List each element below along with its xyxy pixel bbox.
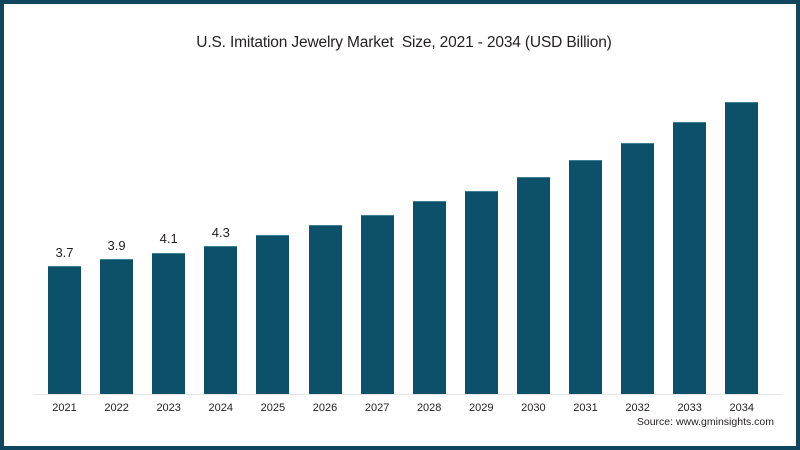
source-attribution: Source: www.gminsights.com	[636, 416, 774, 428]
bar	[360, 214, 394, 394]
bar	[516, 177, 550, 394]
bar	[725, 101, 759, 394]
x-axis-tick-label: 2026	[312, 402, 338, 414]
bar	[256, 235, 290, 394]
x-axis-tick-label: 2025	[260, 402, 286, 414]
chart-title: U.S. Imitation Jewelry Market Size, 2021…	[196, 34, 612, 51]
bar	[152, 252, 186, 394]
bar-value-label: 4.3	[211, 224, 230, 240]
bar	[673, 122, 707, 394]
x-axis-tick-label: 2034	[729, 402, 755, 414]
x-axis-tick-label: 2028	[416, 402, 442, 414]
bar	[464, 190, 498, 394]
x-axis-tick-label: 2033	[677, 402, 702, 414]
bar	[621, 142, 655, 394]
bar-value-label: 3.7	[55, 245, 74, 261]
x-axis-tick-label: 2022	[104, 402, 129, 414]
bar	[204, 245, 238, 394]
bar-value-label: 3.9	[107, 238, 126, 254]
x-axis-tick-label: 2027	[364, 402, 390, 414]
x-axis-tick-label: 2021	[52, 402, 77, 414]
x-axis-tick-label: 2032	[625, 402, 650, 414]
x-axis-tick-label: 2023	[156, 402, 181, 414]
bar	[308, 225, 342, 394]
x-axis-tick-label: 2031	[573, 402, 598, 414]
bar	[48, 266, 81, 394]
x-axis-tick-label: 2030	[521, 402, 546, 414]
plot-area: 3.7 2021 3.9 2022 4.1 2023 4.3 2024 2025 2026 2027…	[4, 4, 796, 446]
bar-value-label: 4.1	[159, 231, 178, 247]
x-axis-tick-label: 2024	[208, 402, 234, 414]
bar	[412, 201, 446, 394]
x-axis-tick-label: 2029	[469, 402, 494, 414]
bar	[569, 159, 602, 394]
bar	[100, 259, 134, 394]
x-axis-line	[34, 394, 782, 395]
